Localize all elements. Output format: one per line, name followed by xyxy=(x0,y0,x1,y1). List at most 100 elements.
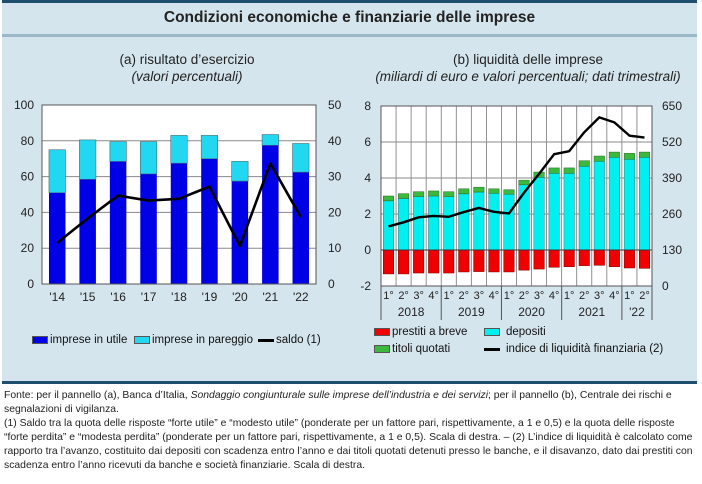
bar-prestiti-a-breve xyxy=(548,249,560,268)
bar-imprese-in-utile xyxy=(109,161,127,284)
panel-a-ytick-left: 0 xyxy=(27,277,34,291)
bar-prestiti-a-breve xyxy=(443,249,455,274)
panel-a-xtick: '18 xyxy=(171,290,187,304)
panel-b-ytick-left: 8 xyxy=(364,99,371,113)
panel-b-xtick-quarter: 1° xyxy=(383,290,394,302)
panel-b-xtick-quarter: 2° xyxy=(579,290,590,302)
panel-a-ytick-left: 100 xyxy=(14,98,34,112)
panel-b-xtick-year: 2018 xyxy=(398,305,425,319)
bar-prestiti-a-breve xyxy=(428,249,440,274)
panel-b-xtick-quarter: 4° xyxy=(428,290,439,302)
bar-prestiti-a-breve xyxy=(623,249,635,269)
legend-item-pareggio: imprese in pareggio xyxy=(134,334,253,346)
panel-a-ytick-right: 20 xyxy=(328,205,342,219)
panel-a-ytick-right: 10 xyxy=(328,241,342,255)
panel-b-ytick-right: 650 xyxy=(662,99,682,113)
bar-depositi xyxy=(608,157,620,251)
panel-b-xtick-year: '22 xyxy=(629,305,645,319)
bar-imprese-in-pareggio xyxy=(140,141,158,175)
bar-imprese-in-utile xyxy=(231,181,249,284)
bar-imprese-in-utile xyxy=(170,163,188,284)
bar-titoli-quotati xyxy=(578,160,590,167)
panel-b-xtick-quarter: 4° xyxy=(549,290,560,302)
bar-titoli-quotati xyxy=(563,167,575,174)
bar-imprese-in-utile xyxy=(262,145,279,284)
panel-a-xtick: '15 xyxy=(80,290,96,304)
bar-titoli-quotati xyxy=(458,188,470,195)
bar-titoli-quotati xyxy=(428,190,440,197)
panel-b-title: (b) liquidità delle imprese xyxy=(452,52,604,67)
bar-imprese-in-pareggio xyxy=(261,134,279,146)
panel-b-xtick-quarter: 2° xyxy=(519,290,530,302)
legend-label-indice: indice di liquidità finanziaria (2) xyxy=(506,343,664,355)
bar-titoli-quotati xyxy=(638,151,650,158)
legend-swatch-titoli xyxy=(374,345,390,353)
bar-titoli-quotati xyxy=(488,188,500,194)
panel-b-ytick-left: 2 xyxy=(364,207,371,221)
panel-a-subtitle: (valori percentuali) xyxy=(131,69,243,84)
legend-swatch-pareggio xyxy=(134,336,150,344)
panel-b-xtick-quarter: 3° xyxy=(594,290,605,302)
bar-depositi xyxy=(458,193,470,251)
panel-a-xtick: '21 xyxy=(263,290,279,304)
bar-prestiti-a-breve xyxy=(608,249,620,267)
bar-imprese-in-pareggio xyxy=(109,141,127,162)
line-saldo xyxy=(56,162,302,248)
panel-a-xtick: '14 xyxy=(49,290,65,304)
bar-imprese-in-utile xyxy=(201,158,218,284)
panel-b-xtick-quarter: 1° xyxy=(564,290,575,302)
panel-b-xtick-quarter: 2° xyxy=(639,290,650,302)
panel-b-plot-border xyxy=(380,105,653,287)
panel-a-plot-border xyxy=(41,104,317,285)
bar-depositi xyxy=(443,196,455,251)
panel-a-heading: (a) risultato d’esercizio (valori percen… xyxy=(42,51,332,85)
bar-depositi xyxy=(578,166,590,251)
panel-b-xtick-quarter: 3° xyxy=(474,290,485,302)
bar-prestiti-a-breve xyxy=(563,249,575,267)
bar-titoli-quotati xyxy=(473,186,485,193)
panel-b-xtick-year: 2021 xyxy=(578,305,605,319)
panel-b-heading: (b) liquidità delle imprese (miliardi di… xyxy=(364,51,692,85)
panel-b-ytick-left: -2 xyxy=(360,279,371,293)
bar-prestiti-a-breve xyxy=(533,249,545,270)
panel-a-xtick: '20 xyxy=(232,290,248,304)
bar-prestiti-a-breve xyxy=(593,249,605,266)
panel-b-ytick-left: 6 xyxy=(364,135,371,149)
panel-b-ytick-right: 520 xyxy=(662,135,682,149)
legend-item-saldo: saldo (1) xyxy=(258,334,321,346)
footnotes: (1) Saldo tra la quota delle risposte “f… xyxy=(4,418,693,471)
legend-item-titoli: titoli quotati xyxy=(374,343,450,355)
panel-b-ytick-left: 4 xyxy=(364,171,371,185)
bar-titoli-quotati xyxy=(548,167,560,174)
source-title: Sondaggio congiunturale sulle imprese de… xyxy=(190,390,489,401)
bar-imprese-in-pareggio xyxy=(79,139,97,180)
bar-titoli-quotati xyxy=(518,179,530,186)
bar-imprese-in-pareggio xyxy=(231,161,249,182)
bar-depositi xyxy=(638,157,650,251)
bar-imprese-in-utile xyxy=(292,172,310,284)
bar-prestiti-a-breve xyxy=(503,249,515,273)
bar-titoli-quotati xyxy=(593,155,605,162)
bar-depositi xyxy=(488,193,500,251)
bar-titoli-quotati xyxy=(398,193,410,199)
source-note: Fonte: per il pannello (a), Banca d’Ital… xyxy=(4,389,696,417)
bar-prestiti-a-breve xyxy=(638,249,650,269)
bar-titoli-quotati xyxy=(443,191,455,197)
panel-a-ytick-left: 20 xyxy=(21,241,35,255)
bar-depositi xyxy=(533,177,545,251)
figure-notes: Fonte: per il pannello (a), Banca d’Ital… xyxy=(4,389,696,473)
panel-b-ytick-right: 0 xyxy=(662,279,669,293)
panel-b-xtick-year: 2020 xyxy=(518,305,545,319)
source-suffix: ; per il pannello (b), Centrale dei risc… xyxy=(4,390,672,415)
panel-b-xtick-quarter: 3° xyxy=(413,290,424,302)
bar-depositi xyxy=(503,193,515,251)
panel-b-xtick-quarter: 2° xyxy=(398,290,409,302)
legend-label-depositi: depositi xyxy=(506,326,546,338)
bar-depositi xyxy=(593,161,605,251)
bar-imprese-in-pareggio xyxy=(292,143,310,173)
legend-swatch-utile xyxy=(32,336,48,344)
panel-b-xtick-quarter: 4° xyxy=(609,290,620,302)
bar-prestiti-a-breve xyxy=(413,249,425,274)
panel-a-xtick: '17 xyxy=(141,290,157,304)
panel-b-xtick-year: 2019 xyxy=(458,305,485,319)
